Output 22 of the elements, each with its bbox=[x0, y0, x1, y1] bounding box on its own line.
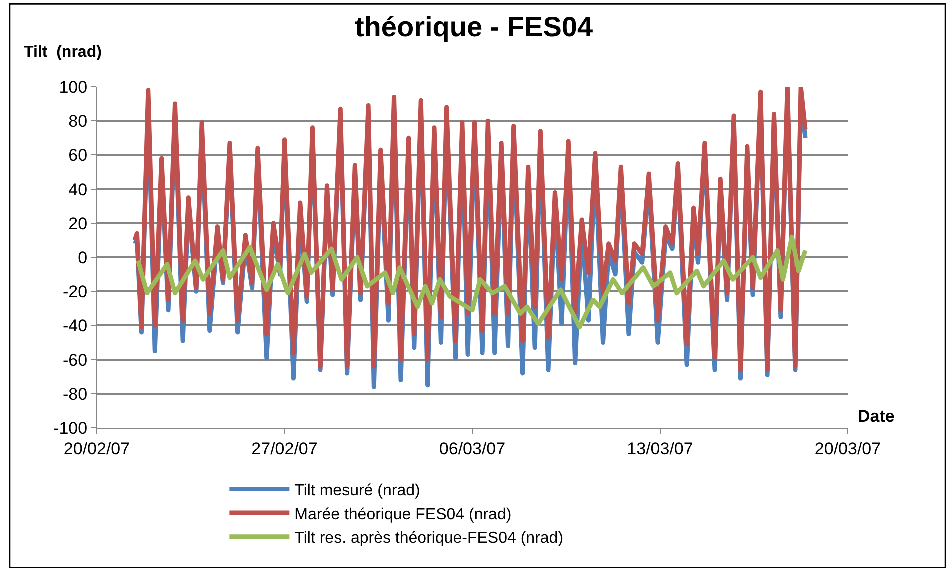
x-axis-title: Date bbox=[858, 407, 895, 426]
y-axis-title: Tilt (nrad) bbox=[24, 44, 102, 61]
y-tick-label: -60 bbox=[63, 350, 88, 370]
y-tick-label: -20 bbox=[63, 282, 88, 302]
chart-title: théorique - FES04 bbox=[354, 12, 594, 43]
y-tick-label: 40 bbox=[68, 180, 88, 200]
y-tick-label: 20 bbox=[68, 214, 88, 234]
legend-label: Marée théorique FES04 (nrad) bbox=[294, 506, 512, 524]
y-tick-label: -40 bbox=[63, 316, 88, 336]
y-tick-label: 100 bbox=[59, 78, 88, 97]
legend-label: Tilt res. après théorique-FES04 (nrad) bbox=[294, 530, 564, 548]
legend-label: Tilt mesuré (nrad) bbox=[294, 482, 420, 500]
x-tick-label: 20/03/07 bbox=[814, 439, 882, 458]
x-tick-label: 13/03/07 bbox=[627, 439, 694, 458]
y-tick-label: -80 bbox=[63, 384, 88, 404]
x-tick-label: 27/02/07 bbox=[252, 439, 318, 458]
x-tick-label: 06/03/07 bbox=[439, 439, 506, 458]
y-tick-label: -100 bbox=[54, 418, 88, 438]
y-tick-label: 60 bbox=[68, 146, 88, 166]
y-tick-label: 0 bbox=[78, 248, 88, 268]
x-tick-label: 20/02/07 bbox=[64, 439, 130, 458]
y-tick-label: 80 bbox=[68, 112, 88, 132]
